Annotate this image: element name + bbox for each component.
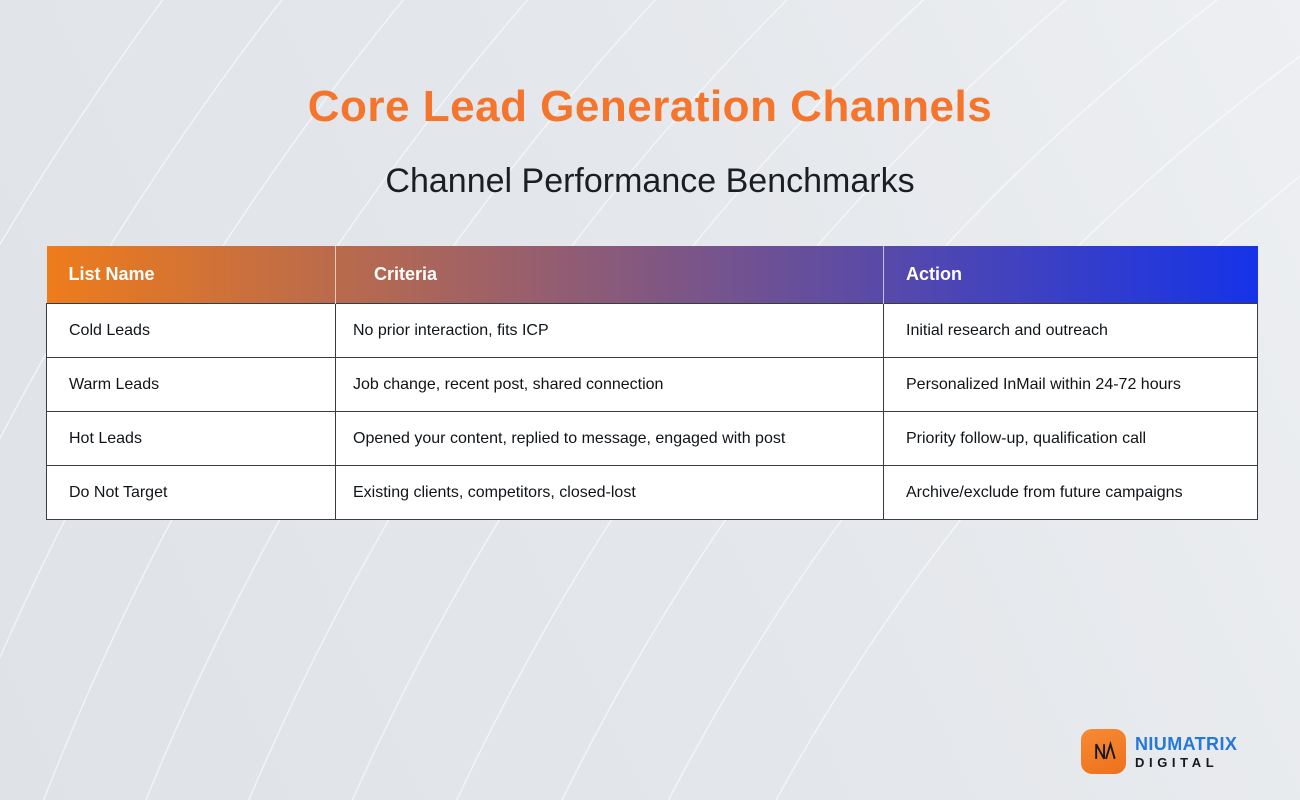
cell-list-name: Cold Leads [46, 303, 336, 358]
col-header-criteria: Criteria [335, 246, 884, 304]
brand-logo: NIUMATRIX DIGITAL [1081, 729, 1237, 774]
table-row: Cold Leads No prior interaction, fits IC… [46, 303, 1258, 358]
col-header-action: Action [883, 246, 1258, 304]
cell-list-name: Warm Leads [46, 357, 336, 412]
cell-action: Personalized InMail within 24-72 hours [883, 357, 1258, 412]
niumatrix-monogram-icon [1081, 729, 1126, 774]
table-row: Do Not Target Existing clients, competit… [46, 465, 1258, 520]
cell-action: Initial research and outreach [883, 303, 1258, 358]
cell-list-name: Do Not Target [46, 465, 336, 520]
page-subtitle: Channel Performance Benchmarks [385, 162, 915, 200]
cell-action: Priority follow-up, qualification call [883, 411, 1258, 466]
table-row: Warm Leads Job change, recent post, shar… [46, 357, 1258, 412]
cell-action: Archive/exclude from future campaigns [883, 465, 1258, 520]
brand-name: NIUMATRIX [1135, 733, 1238, 754]
cell-criteria: No prior interaction, fits ICP [335, 303, 884, 358]
cell-list-name: Hot Leads [46, 411, 336, 466]
brand-text: NIUMATRIX DIGITAL [1135, 735, 1237, 769]
table-row: Hot Leads Opened your content, replied t… [46, 411, 1258, 466]
col-header-list-name: List Name [68, 264, 155, 284]
cell-criteria: Job change, recent post, shared connecti… [335, 357, 884, 412]
cell-criteria: Existing clients, competitors, closed-lo… [335, 465, 884, 520]
page-title: Core Lead Generation Channels [307, 82, 993, 131]
cell-criteria: Opened your content, replied to message,… [335, 411, 884, 466]
table-header-row: List Name Criteria Action [46, 246, 1258, 304]
benchmarks-table: List Name Criteria Action Cold Leads No … [46, 246, 1258, 520]
brand-division: DIGITAL [1135, 754, 1219, 770]
